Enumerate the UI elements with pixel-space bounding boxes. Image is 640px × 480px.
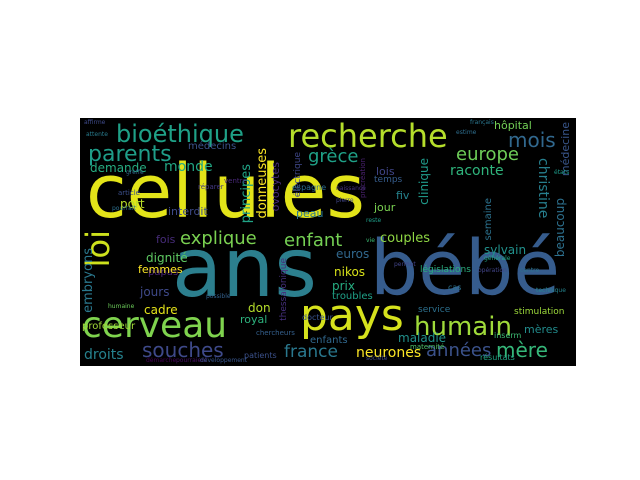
word-cas: cas xyxy=(448,283,462,292)
word-femmes: femmes xyxy=(138,263,183,276)
word-christine: christine xyxy=(535,158,551,219)
word-annees: années xyxy=(426,340,492,361)
word-royal: royal xyxy=(240,313,268,326)
word-maladie: maladie xyxy=(398,331,447,345)
word-recherche: recherche xyxy=(288,118,448,155)
word-meres: mères xyxy=(524,323,559,336)
word-ventre: ventre xyxy=(224,177,247,185)
word-etats: états xyxy=(554,169,570,176)
word-operation: opération xyxy=(478,267,507,274)
word-jours: jours xyxy=(140,285,170,299)
word-explique: explique xyxy=(180,228,257,249)
word-lois: lois xyxy=(376,165,395,178)
word-fiv: fiv xyxy=(396,189,410,202)
word-dignite: dignité xyxy=(146,251,188,265)
word-maternite: maternité xyxy=(410,343,445,351)
word-chercheurs: chercheurs xyxy=(256,329,295,337)
word-cellules: cellules xyxy=(86,149,365,235)
word-cloud: cellules ans bébé pays cerveau recherche… xyxy=(80,118,576,366)
word-article: article xyxy=(118,189,140,197)
word-pourraient: pourraient xyxy=(176,357,208,364)
word-estime: estime xyxy=(456,129,477,136)
word-developpement: développement xyxy=(200,357,248,364)
word-cadre: cadre xyxy=(144,303,178,317)
word-couples: couples xyxy=(380,231,430,246)
word-port: port xyxy=(120,197,145,211)
word-patients: patients xyxy=(244,351,277,360)
word-inserm: inserm xyxy=(494,331,522,340)
word-souches: souches xyxy=(142,338,224,362)
word-bebe: bébé xyxy=(370,223,560,312)
word-prix: prix xyxy=(332,279,355,293)
word-naissance: naissance xyxy=(336,185,366,192)
word-parents: parents xyxy=(88,142,172,167)
word-medecins: médecins xyxy=(188,141,237,152)
word-mois: mois xyxy=(508,128,556,152)
word-interdit: interdit xyxy=(168,205,208,218)
word-jour: jour xyxy=(374,201,396,214)
word-fois: fois xyxy=(156,233,176,246)
word-pays: pays xyxy=(300,290,404,341)
word-semaine: semaine xyxy=(483,198,494,241)
word-droits: droits xyxy=(84,347,124,363)
word-attente: attente xyxy=(86,131,108,138)
word-espagne: espagne xyxy=(292,183,327,192)
word-embryons: embryons xyxy=(81,248,96,313)
word-france: france xyxy=(284,342,338,362)
word-stimulation: stimulation xyxy=(514,307,565,317)
word-humaine: humaine xyxy=(108,303,135,310)
word-resultats: résultats xyxy=(480,353,515,362)
word-grece: grèce xyxy=(308,146,359,167)
word-professeur: professeur xyxy=(82,321,136,332)
word-mere: mère xyxy=(496,338,548,362)
word-temps: temps xyxy=(374,175,403,185)
word-don: don xyxy=(248,301,271,315)
word-donneuses: donneuses xyxy=(255,148,270,219)
word-cerveau: cerveau xyxy=(82,305,228,346)
word-principes: principes xyxy=(239,164,254,224)
word-peau: peau xyxy=(296,207,324,220)
word-francais: français xyxy=(470,119,494,126)
word-ans: ans xyxy=(172,221,317,316)
word-greffe: greffe xyxy=(126,169,144,176)
word-service: service xyxy=(418,305,451,315)
word-demarche: démarche xyxy=(146,357,177,364)
word-pierre: pierre xyxy=(336,197,354,204)
word-enfant: enfant xyxy=(284,230,343,251)
word-possible: possible xyxy=(206,293,231,300)
word-humain: humain xyxy=(414,312,512,342)
word-legislations: législations xyxy=(420,265,471,275)
word-permet: permet xyxy=(394,261,416,268)
word-sylvain: sylvain xyxy=(484,243,527,257)
word-reparer: réparer xyxy=(198,183,224,191)
word-clinique: clinique xyxy=(417,158,431,205)
word-medecine: médecine xyxy=(559,122,572,177)
word-euros: euros xyxy=(336,247,370,261)
word-thessalonique: thessalonique xyxy=(279,258,289,321)
word-centre: centre xyxy=(520,267,540,274)
word-generale: générale xyxy=(484,255,511,262)
word-troubles: troubles xyxy=(332,291,373,302)
word-demande: demande xyxy=(90,161,147,175)
word-europe: europe xyxy=(456,144,519,165)
word-monde: monde xyxy=(164,159,213,175)
word-affirme: affirme xyxy=(84,119,106,126)
word-enfants: enfants xyxy=(310,335,348,346)
word-docteur: docteur xyxy=(302,313,333,322)
word-reste: reste xyxy=(366,217,382,224)
word-nikos: nikos xyxy=(334,265,366,279)
word-hopital: hôpital xyxy=(494,119,532,132)
word-papas: papas xyxy=(148,267,179,278)
word-neurones: neurones xyxy=(356,345,422,361)
word-raconte: raconte xyxy=(450,163,504,179)
word-bioethique: bioéthique xyxy=(116,120,244,148)
word-pourrait: pourrait xyxy=(112,205,136,212)
word-procreation: procréation xyxy=(359,158,367,199)
word-technique: technique xyxy=(536,287,566,294)
word-vie: vie xyxy=(366,237,375,244)
word-beaucoup: beaucoup xyxy=(553,198,567,258)
word-societe: société xyxy=(366,355,388,362)
word-ovocytes: ovocytes xyxy=(269,162,282,212)
